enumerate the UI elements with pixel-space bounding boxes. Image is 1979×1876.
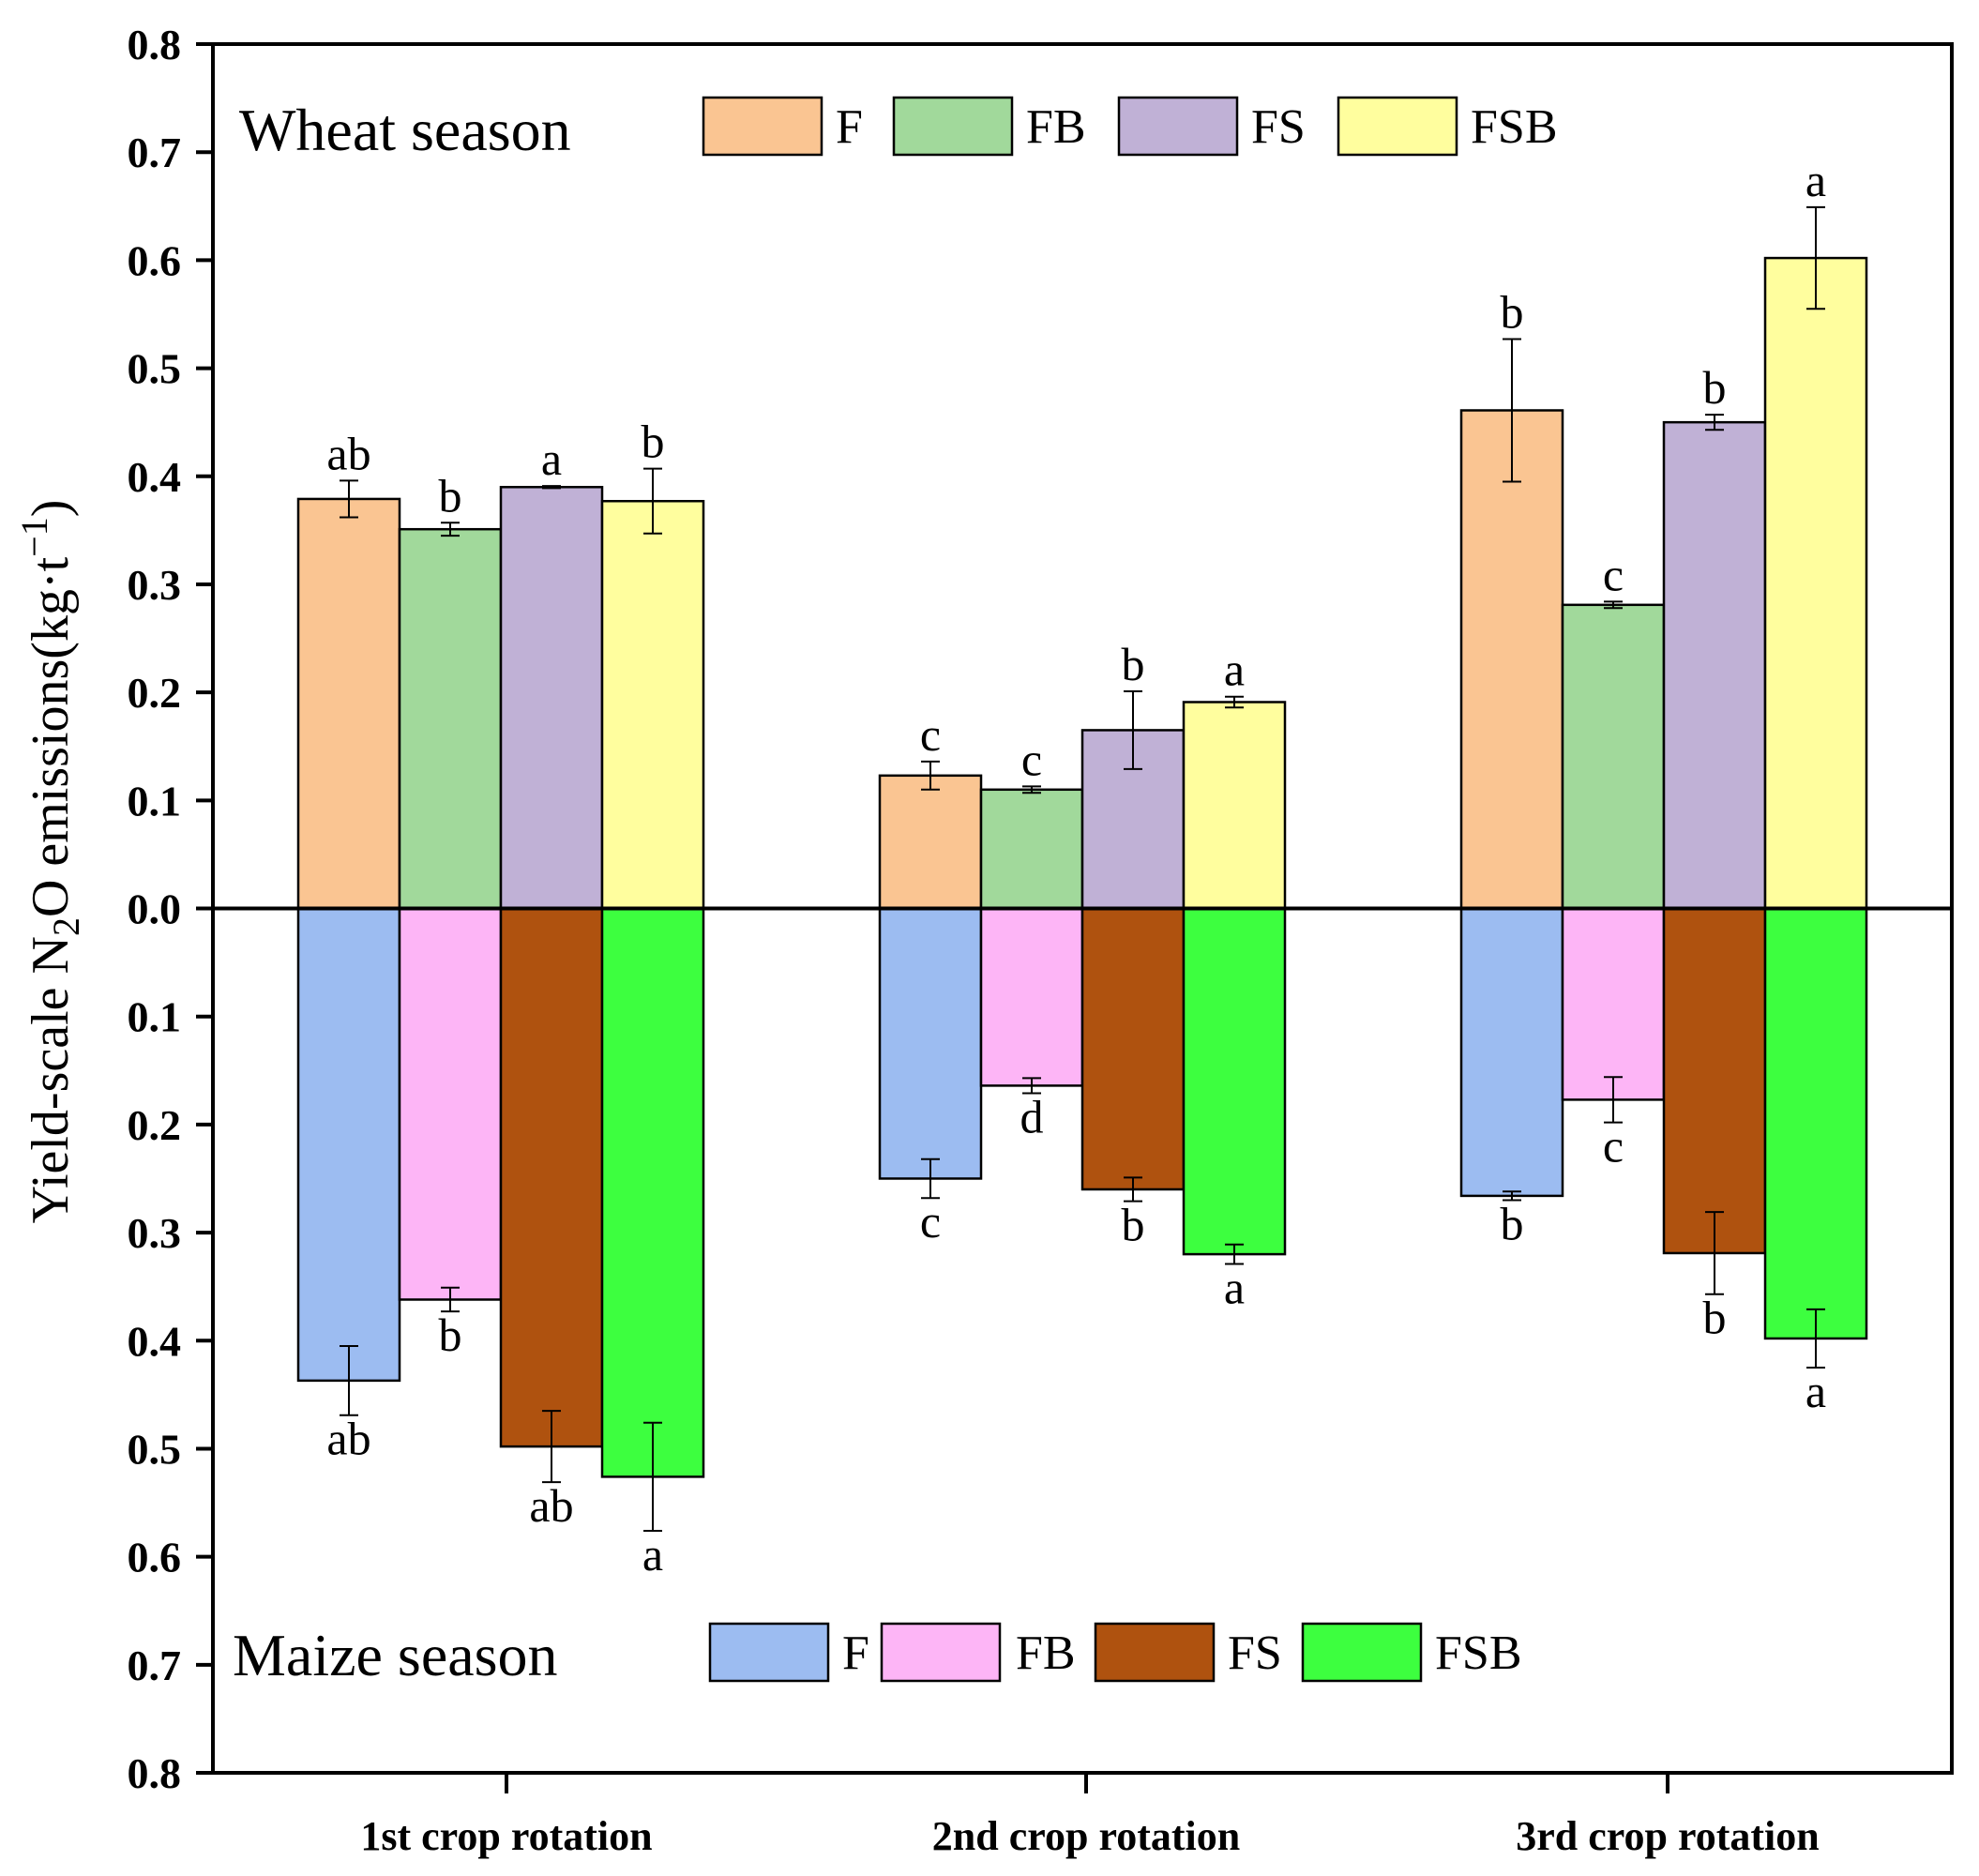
bar-down-f-2	[880, 909, 981, 1179]
bar-up-fsb-2	[1184, 702, 1285, 908]
y-tick-label: 0.3	[128, 1209, 182, 1257]
y-axis: 0.8 0.7 0.6 0.5 0.4 0.3 0.2 0.1 0.0 0.1 0.2 0.3 0.4 0…	[128, 21, 214, 1797]
bar-down-fs-1	[501, 909, 602, 1447]
legend-swatch-fb	[894, 98, 1012, 155]
bar-up-f-1	[298, 499, 400, 909]
legend-swatch-fsb	[1338, 98, 1457, 155]
legend-wheat-season: Wheat season F FB FS FSB	[239, 97, 1558, 163]
y-tick-label: 0.4	[128, 1317, 182, 1365]
bar-up-f-3	[1461, 410, 1563, 908]
significance-label-down-fs-1: ab	[529, 1479, 573, 1532]
significance-label-up-fb-3: c	[1603, 548, 1624, 600]
significance-label-up-fs-1: a	[541, 432, 562, 485]
significance-label-down-fb-2: d	[1020, 1090, 1044, 1142]
legend-swatch-fb	[882, 1624, 1000, 1681]
x-axis: 1st crop rotation 2nd crop rotation 3rd cr…	[360, 1773, 1819, 1859]
y-tick-label: 0.8	[128, 1749, 182, 1797]
y-tick-label: 0.0	[128, 885, 182, 933]
significance-label-up-fs-3: b	[1703, 361, 1727, 414]
significance-label-up-fsb-1: b	[642, 416, 665, 468]
y-tick-label: 0.3	[128, 561, 182, 609]
bar-up-fsb-1	[602, 501, 703, 908]
legend-swatch-fs	[1095, 1624, 1214, 1681]
bar-down-fb-2	[981, 909, 1082, 1086]
bar-down-fsb-3	[1765, 909, 1866, 1339]
significance-label-up-fsb-2: a	[1224, 643, 1245, 696]
bar-up-fb-1	[400, 529, 501, 908]
y-tick-label: 0.5	[128, 1425, 182, 1473]
y-tick-label: 0.1	[128, 777, 182, 825]
y-axis-label-middle: O emissions(kg·t	[22, 556, 80, 917]
bars-layer	[298, 258, 1866, 1476]
y-tick-label: 0.8	[128, 21, 182, 68]
bar-up-fb-3	[1563, 605, 1664, 909]
bar-down-f-3	[1461, 909, 1563, 1196]
legend-label-f: F	[836, 100, 863, 154]
legend-swatch-fsb	[1303, 1624, 1421, 1681]
significance-label-up-fs-2: b	[1122, 638, 1145, 690]
legend-title: Maize season	[233, 1622, 558, 1688]
significance-label-down-fb-1: b	[439, 1309, 462, 1361]
bar-up-fsb-3	[1765, 258, 1866, 908]
legend-label-fb: FB	[1026, 100, 1086, 154]
y-axis-label-sup: −1	[13, 517, 55, 557]
legend-label-f: F	[842, 1626, 869, 1680]
x-tick-label-3: 3rd crop rotation	[1516, 1813, 1819, 1859]
y-axis-label-suffix: )	[22, 500, 80, 518]
y-tick-label: 0.2	[128, 1101, 182, 1149]
y-tick-label: 0.5	[128, 345, 182, 393]
y-tick-label: 0.1	[128, 993, 182, 1041]
legend-label-fsb: FSB	[1435, 1626, 1522, 1680]
legend-label-fs: FS	[1251, 100, 1306, 154]
bar-down-fb-3	[1563, 909, 1664, 1100]
bar-up-fs-3	[1664, 422, 1765, 908]
significance-label-down-fsb-1: a	[642, 1528, 663, 1581]
x-tick-label-2: 2nd crop rotation	[932, 1813, 1240, 1859]
bar-up-fs-1	[501, 487, 602, 908]
legend-label-fb: FB	[1016, 1626, 1076, 1680]
significance-label-down-f-3: b	[1501, 1198, 1524, 1250]
legend-swatch-fs	[1119, 98, 1237, 155]
bar-down-fs-3	[1664, 909, 1765, 1253]
y-tick-label: 0.4	[128, 453, 182, 501]
bar-down-fsb-2	[1184, 909, 1285, 1255]
bar-down-fsb-1	[602, 909, 703, 1477]
significance-label-up-fb-2: c	[1021, 733, 1042, 785]
significance-label-down-fb-3: c	[1603, 1120, 1624, 1172]
bar-up-fb-2	[981, 790, 1082, 909]
significance-label-up-f-3: b	[1501, 285, 1524, 338]
legend-title: Wheat season	[239, 97, 571, 163]
significance-label-down-fs-3: b	[1703, 1292, 1727, 1344]
significance-label-up-f-1: ab	[326, 427, 370, 479]
significance-label-up-f-2: c	[920, 708, 941, 761]
x-tick-label-1: 1st crop rotation	[360, 1813, 652, 1859]
significance-label-down-fsb-3: a	[1805, 1365, 1826, 1417]
bar-down-f-1	[298, 909, 400, 1381]
y-tick-label: 0.6	[128, 1534, 182, 1581]
legend-label-fsb: FSB	[1471, 100, 1558, 154]
bar-down-fb-1	[400, 909, 501, 1300]
legend-swatch-f	[703, 98, 822, 155]
significance-label-up-fsb-3: a	[1805, 154, 1826, 206]
bar-down-fs-2	[1082, 909, 1184, 1189]
legend-label-fs: FS	[1228, 1626, 1282, 1680]
significance-label-up-fb-1: b	[439, 469, 462, 522]
y-axis-label: Yield-scale N2O emissions(kg·t−1)	[13, 500, 87, 1224]
legend-maize-season: Maize season F FB FS FSB	[233, 1622, 1522, 1688]
y-tick-label: 0.7	[128, 1642, 182, 1689]
y-tick-label: 0.2	[128, 669, 182, 717]
bar-up-f-2	[880, 776, 981, 909]
y-tick-label: 0.6	[128, 236, 182, 284]
y-axis-label-sub: 2	[45, 917, 87, 936]
significance-label-down-f-2: c	[920, 1195, 941, 1248]
chart: abcbbccabbbaaabc bbdcabbbaaa 0.80.70.60.5…	[0, 0, 1979, 1876]
legend-swatch-f	[710, 1624, 828, 1681]
y-axis-label-prefix: Yield-scale N	[22, 936, 80, 1223]
significance-label-down-fsb-2: a	[1224, 1261, 1245, 1313]
y-tick-label: 0.7	[128, 129, 182, 176]
significance-label-down-fs-2: b	[1122, 1199, 1145, 1251]
significance-label-down-f-1: ab	[326, 1413, 370, 1465]
